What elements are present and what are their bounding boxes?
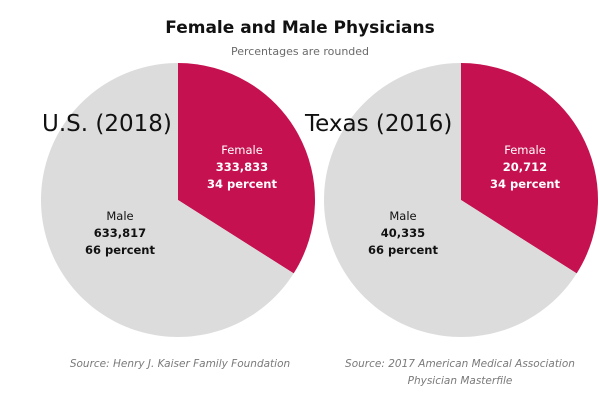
slice-percent-us-female: 34 percent <box>207 177 278 191</box>
pie-title-texas: Texas (2016) <box>304 111 452 137</box>
pie-slice-us-male <box>40 63 294 337</box>
pie-title-us: U.S. (2018) <box>42 111 172 137</box>
slice-percent-texas-female: 34 percent <box>490 177 561 191</box>
pie-slice-texas-female <box>461 63 598 274</box>
slice-count-us-male: 633,817 <box>94 226 146 240</box>
slice-count-texas-female: 20,712 <box>503 160 547 174</box>
chart-subtitle: Percentages are rounded <box>230 45 370 58</box>
source-note-texas: Source: 2017 American Medical Associatio… <box>345 358 575 387</box>
slice-percent-us-male: 66 percent <box>85 243 156 257</box>
slice-label-us-female: Female <box>221 143 263 157</box>
chart-title: Female and Male Physicians <box>165 18 435 38</box>
slice-percent-texas-male: 66 percent <box>368 243 439 257</box>
slice-count-us-female: 333,833 <box>216 160 268 174</box>
slice-count-texas-male: 40,335 <box>381 226 425 240</box>
pie-slice-us-female <box>178 63 315 274</box>
slice-label-texas-male: Male <box>389 209 416 223</box>
slice-label-texas-female: Female <box>504 143 546 157</box>
slice-label-us-male: Male <box>106 209 133 223</box>
pie-slice-texas-male <box>324 63 577 337</box>
source-note-us: Source: Henry J. Kaiser Family Foundatio… <box>69 358 291 370</box>
